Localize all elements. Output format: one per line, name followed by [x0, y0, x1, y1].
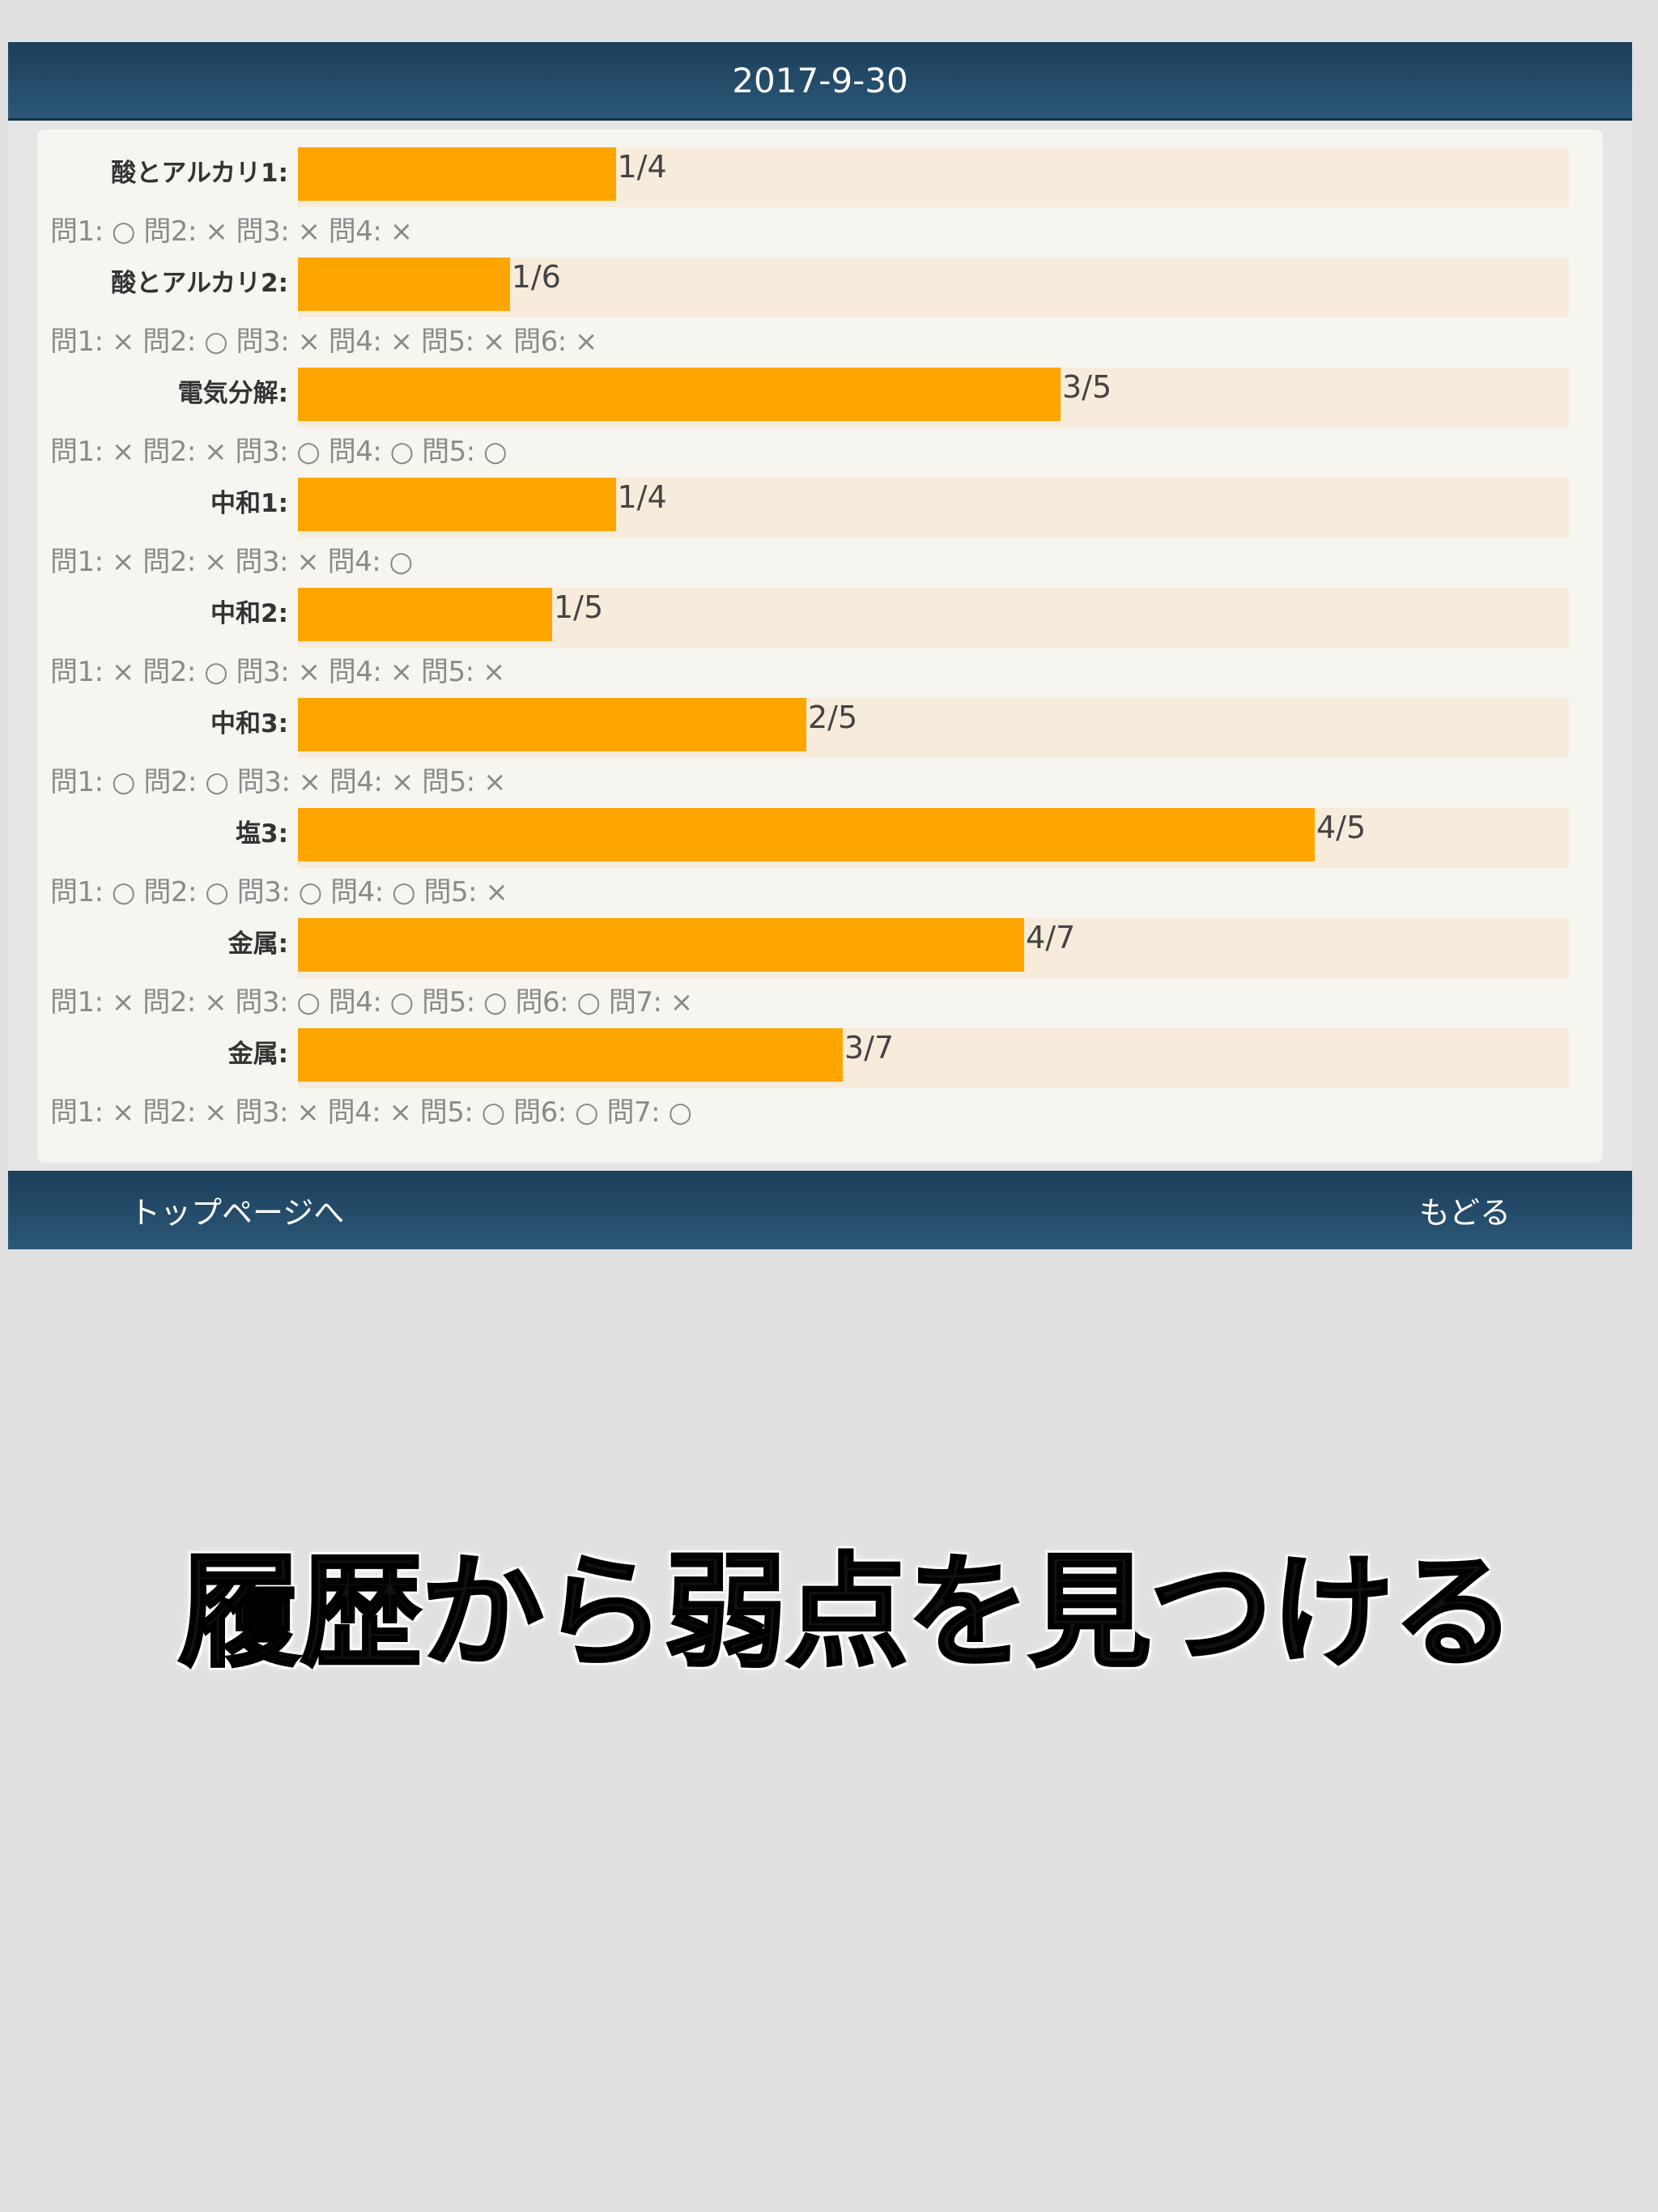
score-value: 4/7	[1026, 920, 1076, 955]
topic-result: 金属: 4/7 問1: × 問2: × 問3: ○ 問4: ○ 問5: ○ 問6: …	[50, 918, 1575, 1028]
answer-summary: 問1: × 問2: × 問3: × 問4: × 問5: ○ 問6: ○ 問7: …	[50, 1096, 692, 1129]
answer-summary: 問1: ○ 問2: × 問3: × 問4: ×	[50, 215, 413, 248]
answer-summary: 問1: × 問2: × 問3: ○ 問4: ○ 問5: ○	[50, 436, 508, 468]
score-value: 1/4	[617, 479, 667, 515]
score-bar-track: 1/6	[298, 257, 1569, 317]
topic-result: 電気分解: 3/5 問1: × 問2: × 問3: ○ 問4: ○ 問5: ○	[50, 368, 1575, 478]
score-bar-fill	[298, 808, 1315, 861]
score-bar-track: 1/5	[298, 588, 1569, 648]
topic-result: 中和3: 2/5 問1: ○ 問2: ○ 問3: × 問4: × 問5: ×	[50, 698, 1575, 808]
score-bar-fill	[298, 698, 806, 751]
score-bar-track: 4/5	[298, 808, 1569, 868]
answer-summary: 問1: ○ 問2: ○ 問3: × 問4: × 問5: ×	[50, 766, 507, 798]
header-bar: 2017-9-30	[8, 42, 1632, 121]
score-bar-track: 3/7	[298, 1028, 1569, 1088]
score-value: 1/5	[554, 589, 604, 625]
score-bar-fill	[298, 257, 510, 311]
score-value: 2/5	[808, 700, 858, 735]
score-bar-fill	[298, 368, 1061, 421]
topic-row: 中和1: 1/4	[50, 478, 1575, 538]
score-value: 4/5	[1316, 810, 1367, 845]
topic-label: 塩3:	[236, 819, 288, 849]
topic-label: 金属:	[227, 929, 288, 959]
topic-label: 電気分解:	[177, 379, 288, 408]
score-bar-track: 3/5	[298, 368, 1569, 428]
topic-result: 金属: 3/7 問1: × 問2: × 問3: × 問4: × 問5: ○ 問6: …	[50, 1028, 1575, 1138]
topic-row: 電気分解: 3/5	[50, 368, 1575, 428]
app-frame: 2017-9-30 酸とアルカリ1: 1/4 問1: ○ 問2: × 問3: × 問…	[8, 42, 1632, 1249]
score-bar-track: 2/5	[298, 698, 1569, 758]
answer-summary: 問1: × 問2: ○ 問3: × 問4: × 問5: × 問6: ×	[50, 325, 598, 358]
score-value: 3/7	[844, 1030, 895, 1066]
topic-row: 塩3: 4/5	[50, 808, 1575, 868]
topic-label: 中和3:	[210, 709, 288, 738]
topic-label: 中和1:	[210, 489, 288, 518]
topic-result: 中和2: 1/5 問1: × 問2: ○ 問3: × 問4: × 問5: ×	[50, 588, 1575, 698]
topic-row: 酸とアルカリ2: 1/6	[50, 257, 1575, 317]
score-bar-fill	[298, 478, 616, 531]
topic-result: 酸とアルカリ1: 1/4 問1: ○ 問2: × 問3: × 問4: ×	[50, 147, 1575, 257]
top-page-link[interactable]: トップページへ	[130, 1195, 345, 1231]
topic-result: 塩3: 4/5 問1: ○ 問2: ○ 問3: ○ 問4: ○ 問5: ×	[50, 808, 1575, 918]
answer-summary: 問1: × 問2: × 問3: ○ 問4: ○ 問5: ○ 問6: ○ 問7: …	[50, 986, 693, 1019]
topic-label: 中和2:	[210, 599, 288, 628]
score-bar-fill	[298, 588, 552, 641]
score-value: 1/4	[617, 149, 667, 185]
score-bar-fill	[298, 1028, 843, 1082]
topic-label: 酸とアルカリ1:	[111, 159, 288, 188]
topic-row: 中和3: 2/5	[50, 698, 1575, 758]
score-bar-fill	[298, 918, 1025, 972]
topic-result: 中和1: 1/4 問1: × 問2: × 問3: × 問4: ○	[50, 478, 1575, 588]
topic-label: 酸とアルカリ2:	[111, 269, 288, 298]
topic-row: 中和2: 1/5	[50, 588, 1575, 648]
score-bar-fill	[298, 147, 616, 201]
topic-row: 酸とアルカリ1: 1/4	[50, 147, 1575, 207]
results-panel: 酸とアルカリ1: 1/4 問1: ○ 問2: × 問3: × 問4: × 酸とアルカリ…	[37, 130, 1603, 1163]
topic-label: 金属:	[227, 1040, 288, 1069]
score-bar-track: 1/4	[298, 147, 1569, 207]
content-area: 酸とアルカリ1: 1/4 問1: ○ 問2: × 問3: × 問4: × 酸とアルカリ…	[8, 121, 1632, 1171]
answer-summary: 問1: × 問2: × 問3: × 問4: ○	[50, 546, 413, 578]
topic-row: 金属: 4/7	[50, 918, 1575, 978]
score-bar-track: 4/7	[298, 918, 1569, 978]
topic-row: 金属: 3/7	[50, 1028, 1575, 1088]
answer-summary: 問1: ○ 問2: ○ 問3: ○ 問4: ○ 問5: ×	[50, 876, 508, 908]
footer-bar: トップページへ もどる	[8, 1171, 1632, 1249]
score-value: 1/6	[511, 259, 561, 295]
back-link[interactable]: もどる	[1418, 1195, 1511, 1231]
answer-summary: 問1: × 問2: ○ 問3: × 問4: × 問5: ×	[50, 656, 505, 688]
score-value: 3/5	[1062, 369, 1112, 405]
score-bar-track: 1/4	[298, 478, 1569, 538]
date-title: 2017-9-30	[732, 60, 908, 100]
caption-text: 履歴から弱点を見つける	[177, 1540, 1517, 1686]
topic-result: 酸とアルカリ2: 1/6 問1: × 問2: ○ 問3: × 問4: × 問5: ×…	[50, 257, 1575, 368]
